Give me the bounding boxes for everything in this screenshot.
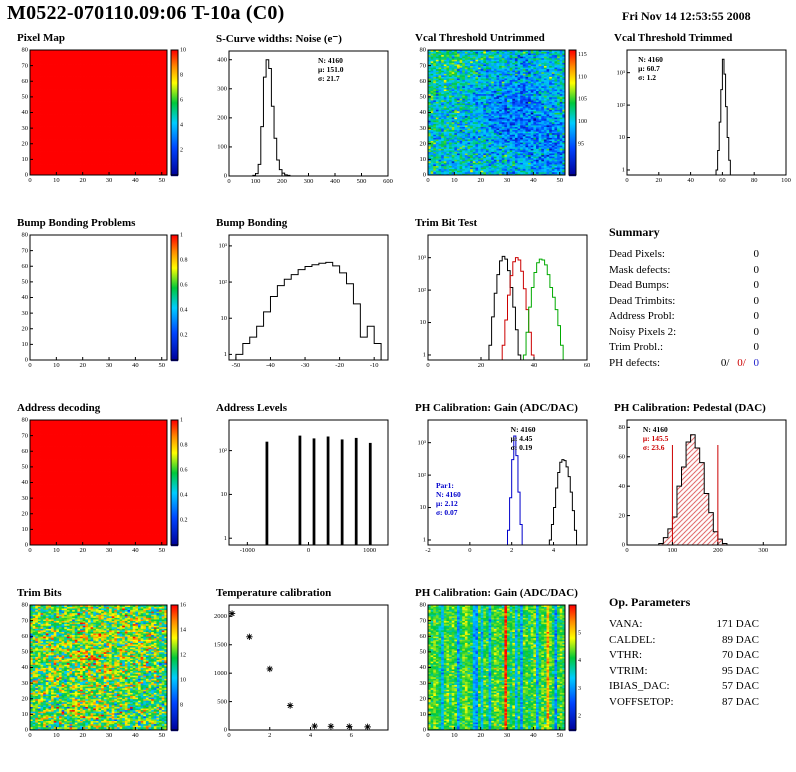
summary-value: 0: [753, 263, 760, 276]
panel-pixel-map: Pixel Map: [0, 30, 199, 215]
summary-row-ph-defects: PH defects: 0/ 0/ 0: [609, 356, 759, 372]
panel-temperature-calibration: Temperature calibration: [199, 585, 398, 770]
panel-ph-gain-hist: PH Calibration: Gain (ADC/DAC): [398, 400, 597, 585]
op-label: IBIAS_DAC:: [609, 680, 670, 692]
op-parameters-title: Op. Parameters: [609, 595, 691, 609]
panel-ph-pedestal: PH Calibration: Pedestal (DAC): [597, 400, 796, 585]
panel-trim-bits: Trim Bits: [0, 585, 199, 770]
panel-title-vcal-untrimmed: Vcal Threshold Untrimmed: [415, 32, 545, 44]
ph-gain-hist-chart: [403, 415, 595, 559]
pixel-map-chart: [5, 45, 197, 189]
panel-title-trim-bits: Trim Bits: [17, 587, 62, 599]
summary-value: 0: [753, 279, 760, 291]
summary-row-noisy-pixels: Noisy Pixels 2: 0: [609, 325, 759, 341]
panel-title-ph-gain-hist: PH Calibration: Gain (ADC/DAC): [415, 402, 578, 414]
summary-label: PH defects:: [609, 356, 661, 369]
panel-title-trim-bit-test: Trim Bit Test: [415, 217, 478, 229]
summary-value: 0: [753, 294, 760, 307]
page-title: M0522-070110.09:06 T-10a (C0): [7, 2, 285, 24]
op-value: 171 DAC: [716, 618, 759, 630]
panel-title-address-decoding: Address decoding: [17, 402, 101, 414]
op-label: VTHR:: [609, 649, 642, 661]
bump-bonding-chart: [204, 230, 396, 374]
summary-value: 0: [753, 325, 760, 338]
timestamp: Fri Nov 14 12:53:55 2008: [622, 9, 751, 23]
panel-vcal-trimmed: Vcal Threshold Trimmed: [597, 30, 796, 215]
summary-value: 0: [753, 248, 760, 260]
panel-title-pixel-map: Pixel Map: [17, 32, 65, 44]
op-label: CALDEL:: [609, 633, 656, 646]
ph-pedestal-chart: [602, 415, 794, 559]
panel-title-temperature-calibration: Temperature calibration: [216, 587, 332, 599]
address-levels-chart: [204, 415, 396, 559]
summary-label: Address Probl:: [609, 310, 675, 322]
op-label: VOFFSETOP:: [609, 695, 674, 708]
op-row-vana: VANA: 171 DAC: [609, 617, 759, 633]
panel-ph-gain-map: PH Calibration: Gain (ADC/DAC): [398, 585, 597, 770]
summary-label: Trim Probl.:: [609, 341, 664, 353]
ph-defects-value-black: 0/: [720, 356, 730, 369]
summary-label: Dead Trimbits:: [609, 294, 676, 307]
op-value: 95 DAC: [722, 664, 759, 677]
summary-value: 0: [753, 341, 760, 353]
panel-trim-bit-test: Trim Bit Test: [398, 215, 597, 400]
summary-title: Summary: [609, 225, 660, 239]
panel-title-bump-bonding: Bump Bonding: [216, 217, 288, 229]
bump-bonding-problems-chart: [5, 230, 197, 374]
panel-address-levels: Address Levels: [199, 400, 398, 585]
scurve-noise-chart: [204, 46, 396, 190]
trim-bits-chart: [5, 600, 197, 744]
address-decoding-chart: [5, 415, 197, 559]
vcal-untrimmed-chart: [403, 45, 595, 189]
vcal-trimmed-chart: [602, 45, 794, 189]
summary-row-dead-pixels: Dead Pixels: 0: [609, 247, 759, 263]
op-value: 89 DAC: [722, 633, 759, 646]
panel-address-decoding: Address decoding: [0, 400, 199, 585]
summary-label: Noisy Pixels 2:: [609, 325, 677, 338]
panel-op-parameters: Op. Parameters VANA: 171 DAC CALDEL: 89 DA…: [597, 585, 796, 770]
plot-grid: Pixel Map S-Curve widths: Noise (e⁻) Vca…: [0, 30, 796, 770]
ph-defects-value-blue: 0: [753, 356, 760, 369]
op-row-ibias: IBIAS_DAC: 57 DAC: [609, 679, 759, 695]
summary-row-dead-bumps: Dead Bumps: 0: [609, 278, 759, 294]
panel-title-vcal-trimmed: Vcal Threshold Trimmed: [614, 32, 733, 44]
panel-title-ph-pedestal: PH Calibration: Pedestal (DAC): [614, 402, 766, 414]
panel-scurve-noise: S-Curve widths: Noise (e⁻): [199, 30, 398, 215]
trim-bit-test-chart: [403, 230, 595, 374]
panel-title-scurve-noise: S-Curve widths: Noise (e⁻): [216, 33, 342, 45]
op-row-caldel: CALDEL: 89 DAC: [609, 633, 759, 649]
ph-gain-map-chart: [403, 600, 595, 744]
op-value: 57 DAC: [722, 680, 759, 692]
panel-bump-bonding: Bump Bonding: [199, 215, 398, 400]
summary-label: Dead Bumps:: [609, 279, 670, 291]
op-row-vtrim: VTRIM: 95 DAC: [609, 664, 759, 680]
summary-row-dead-trimbits: Dead Trimbits: 0: [609, 294, 759, 310]
summary-value: 0: [753, 310, 760, 322]
op-value: 70 DAC: [722, 649, 759, 661]
panel-bump-bonding-problems: Bump Bonding Problems: [0, 215, 199, 400]
panel-title-address-levels: Address Levels: [216, 402, 287, 414]
summary-row-trim-probl: Trim Probl.: 0: [609, 340, 759, 356]
op-label: VANA:: [609, 618, 643, 630]
panel-title-bump-bonding-problems: Bump Bonding Problems: [17, 217, 136, 229]
op-row-voffsetop: VOFFSETOP: 87 DAC: [609, 695, 759, 711]
op-label: VTRIM:: [609, 664, 648, 677]
panel-vcal-untrimmed: Vcal Threshold Untrimmed: [398, 30, 597, 215]
op-row-vthr: VTHR: 70 DAC: [609, 648, 759, 664]
page-header: M0522-070110.09:06 T-10a (C0) Fri Nov 14…: [0, 0, 796, 30]
summary-ph-values: 0/ 0/ 0: [721, 356, 759, 372]
op-value: 87 DAC: [722, 695, 759, 708]
summary-row-address-probl: Address Probl: 0: [609, 309, 759, 325]
ph-defects-value-red: 0/: [737, 356, 746, 369]
temperature-calibration-chart: [204, 600, 396, 744]
summary-label: Mask defects:: [609, 263, 671, 276]
summary-label: Dead Pixels:: [609, 248, 665, 260]
panel-summary: Summary Dead Pixels: 0 Mask defects: 0 Dea…: [597, 215, 796, 400]
summary-row-mask-defects: Mask defects: 0: [609, 263, 759, 279]
panel-title-ph-gain-map: PH Calibration: Gain (ADC/DAC): [415, 587, 578, 599]
